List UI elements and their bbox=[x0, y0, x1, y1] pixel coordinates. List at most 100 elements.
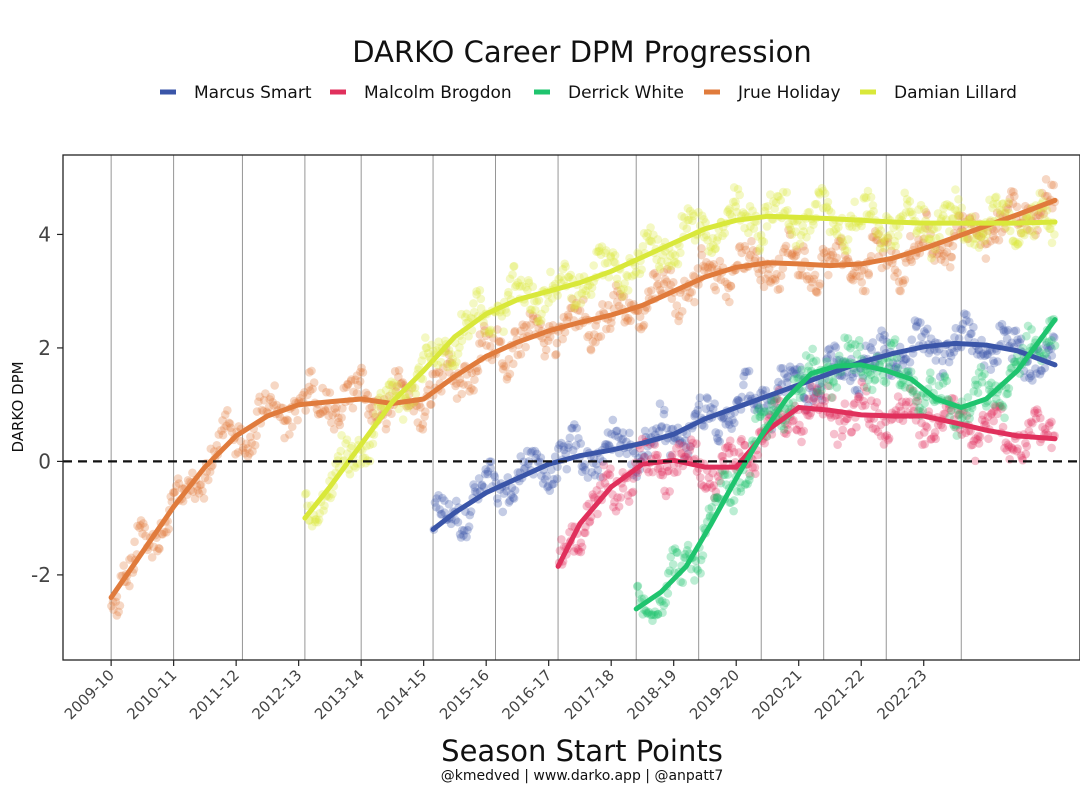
point-damian-lillard bbox=[635, 269, 645, 279]
point-derrick-white bbox=[916, 391, 926, 401]
point-jrue-holiday bbox=[258, 406, 268, 416]
point-damian-lillard bbox=[421, 343, 431, 353]
point-derrick-white bbox=[855, 342, 865, 352]
point-jrue-holiday bbox=[243, 452, 253, 461]
point-jrue-holiday bbox=[726, 281, 736, 291]
point-marcus-smart bbox=[699, 421, 709, 431]
point-damian-lillard bbox=[795, 239, 805, 249]
point-malcolm-brogdon bbox=[708, 468, 717, 478]
point-damian-lillard bbox=[445, 359, 455, 368]
point-damian-lillard bbox=[655, 264, 665, 274]
point-marcus-smart bbox=[1037, 366, 1046, 376]
point-damian-lillard bbox=[376, 388, 386, 398]
point-marcus-smart bbox=[800, 394, 810, 404]
point-marcus-smart bbox=[756, 388, 765, 398]
point-marcus-smart bbox=[714, 429, 724, 438]
point-jrue-holiday bbox=[919, 234, 928, 244]
point-marcus-smart bbox=[1003, 325, 1013, 335]
y-tick-label: -2 bbox=[31, 563, 51, 587]
point-damian-lillard bbox=[528, 282, 538, 291]
point-jrue-holiday bbox=[398, 378, 408, 387]
point-derrick-white bbox=[798, 386, 807, 395]
point-derrick-white bbox=[643, 609, 653, 618]
point-derrick-white bbox=[665, 566, 674, 575]
point-damian-lillard bbox=[942, 200, 952, 209]
point-marcus-smart bbox=[892, 359, 902, 369]
point-damian-lillard bbox=[513, 278, 523, 287]
point-malcolm-brogdon bbox=[672, 443, 681, 453]
point-marcus-smart bbox=[969, 322, 978, 332]
trend-line-damian-lillard bbox=[302, 213, 1058, 521]
point-malcolm-brogdon bbox=[969, 436, 979, 446]
point-damian-lillard bbox=[784, 219, 794, 229]
point-damian-lillard bbox=[938, 211, 948, 220]
point-jrue-holiday bbox=[677, 307, 687, 316]
point-marcus-smart bbox=[604, 440, 613, 450]
point-damian-lillard bbox=[866, 209, 876, 219]
point-malcolm-brogdon bbox=[930, 428, 940, 437]
point-jrue-holiday bbox=[788, 249, 797, 258]
point-damian-lillard bbox=[524, 275, 533, 285]
point-damian-lillard bbox=[874, 222, 884, 231]
point-marcus-smart bbox=[481, 465, 491, 474]
point-damian-lillard bbox=[582, 290, 591, 300]
point-derrick-white bbox=[711, 497, 720, 507]
point-jrue-holiday bbox=[669, 277, 678, 287]
point-marcus-smart bbox=[778, 364, 787, 373]
point-damian-lillard bbox=[905, 197, 915, 206]
point-jrue-holiday bbox=[640, 306, 650, 315]
point-jrue-holiday bbox=[883, 233, 893, 243]
point-malcolm-brogdon bbox=[978, 410, 988, 420]
point-jrue-holiday bbox=[236, 436, 245, 446]
point-jrue-holiday bbox=[744, 253, 754, 262]
point-damian-lillard bbox=[912, 228, 921, 238]
point-malcolm-brogdon bbox=[576, 538, 586, 548]
point-malcolm-brogdon bbox=[871, 424, 880, 434]
point-malcolm-brogdon bbox=[920, 439, 929, 449]
point-jrue-holiday bbox=[1006, 187, 1016, 196]
point-marcus-smart bbox=[835, 355, 844, 365]
point-marcus-smart bbox=[520, 463, 530, 473]
point-damian-lillard bbox=[469, 307, 479, 317]
point-damian-lillard bbox=[310, 515, 320, 524]
point-damian-lillard bbox=[592, 247, 601, 257]
point-marcus-smart bbox=[790, 365, 800, 374]
point-malcolm-brogdon bbox=[661, 491, 671, 501]
point-marcus-smart bbox=[608, 415, 618, 425]
point-malcolm-brogdon bbox=[686, 442, 696, 451]
point-damian-lillard bbox=[457, 309, 466, 319]
point-marcus-smart bbox=[817, 395, 827, 405]
point-marcus-smart bbox=[999, 325, 1008, 335]
point-malcolm-brogdon bbox=[917, 418, 926, 428]
x-axis-title: Season Start Points bbox=[441, 734, 723, 768]
point-marcus-smart bbox=[916, 318, 925, 327]
point-jrue-holiday bbox=[1003, 204, 1013, 214]
point-marcus-smart bbox=[851, 368, 861, 378]
point-derrick-white bbox=[757, 409, 766, 419]
point-damian-lillard bbox=[476, 303, 486, 313]
point-derrick-white bbox=[809, 357, 818, 367]
point-jrue-holiday bbox=[356, 367, 365, 377]
point-jrue-holiday bbox=[218, 416, 227, 425]
point-malcolm-brogdon bbox=[966, 440, 976, 450]
point-malcolm-brogdon bbox=[876, 420, 886, 430]
point-marcus-smart bbox=[446, 519, 456, 529]
point-jrue-holiday bbox=[329, 425, 339, 434]
point-jrue-holiday bbox=[768, 274, 777, 284]
point-damian-lillard bbox=[1016, 225, 1025, 235]
point-jrue-holiday bbox=[562, 316, 572, 325]
point-jrue-holiday bbox=[586, 345, 596, 355]
point-derrick-white bbox=[638, 609, 648, 619]
point-derrick-white bbox=[908, 388, 917, 397]
point-damian-lillard bbox=[421, 333, 430, 342]
point-jrue-holiday bbox=[648, 270, 658, 279]
point-jrue-holiday bbox=[415, 423, 425, 433]
point-damian-lillard bbox=[627, 271, 637, 281]
point-derrick-white bbox=[825, 381, 835, 391]
x-tick-label: 2010-11 bbox=[123, 666, 180, 723]
point-jrue-holiday bbox=[1036, 208, 1046, 217]
point-marcus-smart bbox=[896, 353, 905, 362]
point-damian-lillard bbox=[612, 274, 622, 284]
point-malcolm-brogdon bbox=[791, 425, 801, 434]
point-damian-lillard bbox=[945, 227, 954, 236]
